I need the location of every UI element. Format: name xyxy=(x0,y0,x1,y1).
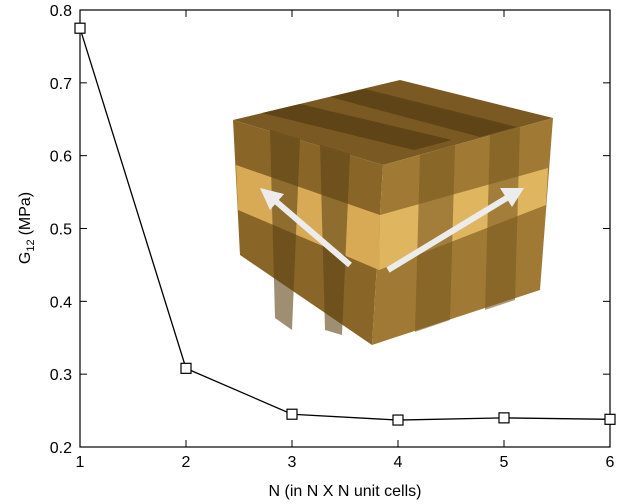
y-tick-label: 0.6 xyxy=(50,149,72,166)
y-tick-label: 0.3 xyxy=(50,367,72,384)
inset-cube xyxy=(233,80,553,345)
y-axis-label: G12(MPa) xyxy=(17,192,37,264)
y-tick-label: 0.2 xyxy=(50,440,72,457)
y-tick-label: 0.8 xyxy=(50,3,72,20)
marker xyxy=(393,415,403,425)
y-tick-label: 0.4 xyxy=(50,294,72,311)
x-tick-label: 3 xyxy=(288,454,297,471)
marker xyxy=(499,413,509,423)
x-tick-label: 6 xyxy=(606,454,615,471)
marker xyxy=(75,23,85,33)
y-tick-label: 0.7 xyxy=(50,76,72,93)
chart: N (in N X N unit cells) G12(MPa) 0.2 0.3 0… xyxy=(0,0,635,504)
marker xyxy=(287,409,297,419)
x-tick-label: 5 xyxy=(500,454,509,471)
x-tick-label: 2 xyxy=(182,454,191,471)
marker xyxy=(605,414,615,424)
y-tick-label: 0.5 xyxy=(50,222,72,239)
x-axis-label: N (in N X N unit cells) xyxy=(269,483,422,500)
marker xyxy=(181,363,191,373)
x-tick-label: 1 xyxy=(76,454,85,471)
x-tick-label: 4 xyxy=(394,454,403,471)
